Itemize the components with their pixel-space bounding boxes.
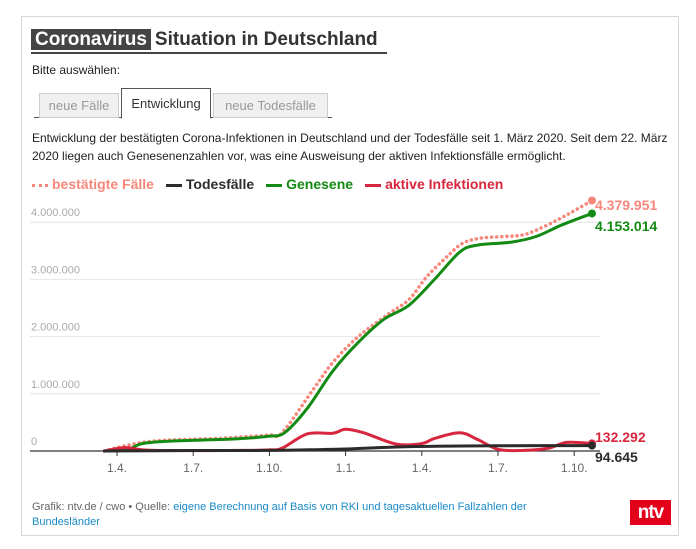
legend-item: Genesene <box>266 176 353 192</box>
tab-neue-todesfaelle[interactable]: neue Todesfälle <box>213 93 328 118</box>
legend-label: Todesfälle <box>185 176 255 192</box>
series-end-label: 132.292 <box>595 429 646 445</box>
series-end-dot <box>587 209 596 218</box>
tab-neue-faelle[interactable]: neue Fälle <box>39 93 119 118</box>
tab-bar: neue Fälle Entwicklung neue Todesfälle <box>34 88 332 119</box>
x-tick-label: 1.4. <box>412 461 432 475</box>
y-tick-label: 1.000.000 <box>31 379 80 391</box>
legend-label: Genesene <box>286 176 354 192</box>
legend-label: bestätigte Fälle <box>52 176 154 192</box>
legend-swatch <box>365 183 382 187</box>
y-tick-label: 4.000.000 <box>31 207 80 219</box>
chart-description: Entwicklung der bestätigten Corona-Infek… <box>32 131 668 163</box>
source-prefix: Grafik: ntv.de / cwo • Quelle: <box>32 501 174 513</box>
source-link[interactable]: eigene Berechnung auf Basis von RKI und … <box>32 501 527 528</box>
y-tick-label: 2.000.000 <box>31 322 80 334</box>
widget-frame <box>21 16 679 536</box>
y-tick-label: 3.000.000 <box>31 264 80 276</box>
legend-swatch <box>266 183 283 187</box>
tab-entwicklung[interactable]: Entwicklung <box>121 88 211 119</box>
series-end-dot <box>587 441 596 450</box>
legend-swatch <box>32 183 48 187</box>
y-tick-label: 0 <box>31 436 37 448</box>
x-tick-label: 1.10. <box>561 461 588 475</box>
series-end-label: 94.645 <box>595 449 638 465</box>
series-end-label: 4.153.014 <box>595 218 657 234</box>
x-tick-label: 1.7. <box>488 461 508 475</box>
series-line-1 <box>102 444 594 453</box>
x-tick-label: 1.1. <box>336 461 356 475</box>
series-line-0 <box>102 198 594 453</box>
legend-swatch <box>165 183 182 187</box>
x-tick-label: 1.7. <box>183 461 203 475</box>
legend-label: aktive Infektionen <box>385 176 504 192</box>
ntv-logo: ntv <box>630 500 671 525</box>
x-tick-label: 1.10. <box>256 461 283 475</box>
title-rest: Situation in Deutschland <box>154 29 378 50</box>
page-title: Coronavirus Situation in Deutschland <box>31 29 387 54</box>
x-tick-label: 1.4. <box>107 461 127 475</box>
source-footer: Grafik: ntv.de / cwo • Quelle: eigene Be… <box>32 500 592 530</box>
legend-item: aktive Infektionen <box>365 176 503 192</box>
series-line-2 <box>115 211 594 453</box>
series-end-dot <box>587 196 596 205</box>
series-end-label: 4.379.951 <box>595 197 657 213</box>
legend-item: bestätigte Fälle <box>32 176 154 192</box>
select-prompt: Bitte auswählen: <box>32 63 121 77</box>
title-highlight: Coronavirus <box>31 29 151 50</box>
legend-item: Todesfälle <box>165 176 255 192</box>
chart-legend: bestätigte Fälle Todesfälle Genesene aktive… <box>32 176 515 192</box>
